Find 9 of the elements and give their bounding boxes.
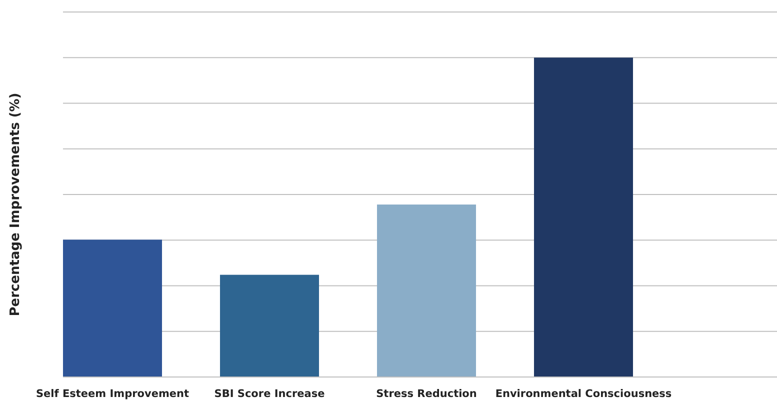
x-tick-label: SBI Score Increase (214, 388, 325, 400)
bar (63, 240, 162, 377)
x-tick-label: Environmental Consciousness (495, 388, 672, 400)
y-axis-title: Percentage Improvements (%) (8, 92, 23, 316)
x-tick-label: Stress Reduction (376, 388, 477, 400)
bar (377, 204, 476, 377)
bar (534, 58, 633, 377)
bar (220, 274, 319, 377)
x-tick-label: Self Esteem Improvement (36, 388, 190, 400)
